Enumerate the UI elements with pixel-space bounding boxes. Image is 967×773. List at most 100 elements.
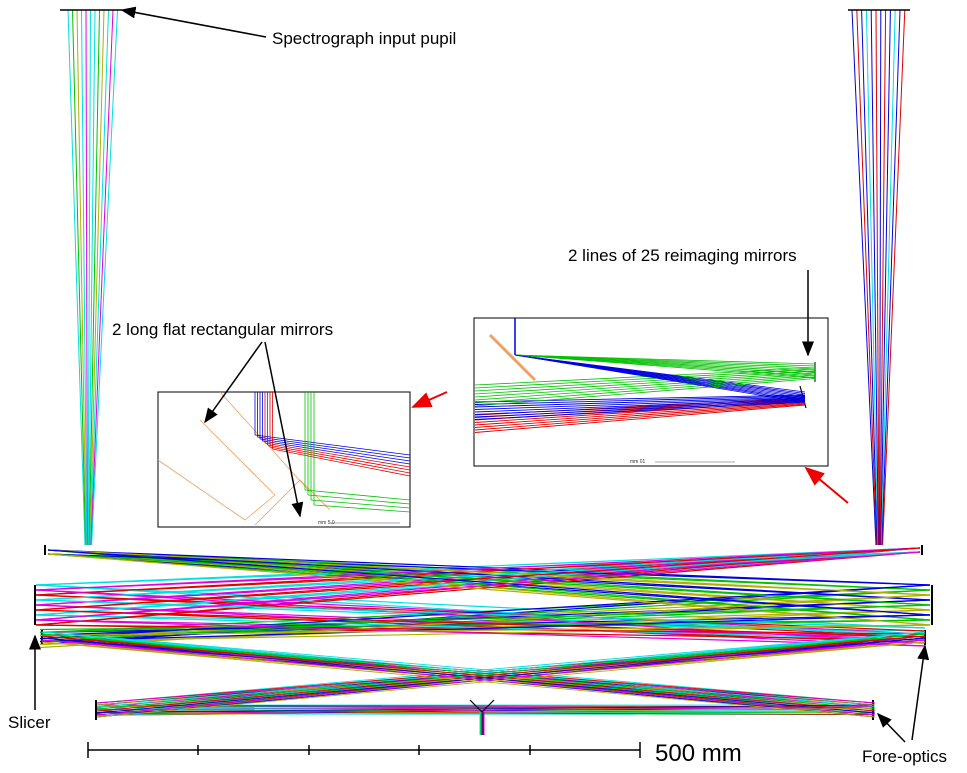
ray	[96, 707, 873, 716]
ray	[47, 553, 931, 626]
ray	[35, 589, 926, 644]
ray	[89, 9, 105, 546]
ray	[35, 547, 921, 591]
ray	[35, 551, 921, 621]
ray	[879, 9, 887, 546]
ray	[481, 699, 495, 713]
ray	[35, 599, 926, 629]
ray	[47, 553, 931, 586]
ray	[244, 494, 276, 521]
ray	[41, 635, 876, 712]
ray-trace	[34, 9, 933, 735]
ray	[474, 394, 806, 403]
inset-left: mm 5.0	[157, 391, 411, 528]
ray	[865, 9, 879, 546]
ray	[257, 436, 411, 459]
ray	[89, 9, 109, 546]
ray	[488, 333, 537, 382]
ray	[39, 604, 931, 634]
ray	[39, 614, 931, 643]
ray	[47, 549, 931, 616]
inset-scale: mm 5.0	[318, 520, 335, 526]
arrow	[264, 341, 304, 518]
label: Fore-optics	[862, 747, 947, 766]
ray	[474, 376, 816, 404]
ray	[307, 494, 411, 505]
ray	[81, 9, 88, 546]
ray	[474, 373, 816, 398]
ray	[856, 9, 878, 546]
ray	[96, 631, 926, 704]
ray	[35, 619, 926, 647]
ray	[474, 375, 816, 401]
ray	[35, 609, 926, 644]
arrow	[876, 712, 906, 743]
ray	[474, 378, 816, 407]
ray	[474, 402, 806, 428]
ray	[310, 499, 411, 509]
ray	[76, 9, 87, 546]
ray	[474, 400, 806, 418]
ray	[96, 639, 926, 716]
ray	[267, 444, 411, 471]
ray	[880, 9, 891, 546]
ray	[96, 635, 926, 712]
ray	[474, 401, 806, 426]
ray	[474, 404, 806, 433]
ray	[474, 370, 816, 392]
ray	[304, 489, 411, 501]
label: 2 lines of 25 reimaging mirrors	[568, 246, 797, 265]
ray	[254, 479, 301, 526]
ray	[875, 9, 880, 546]
label: Spectrograph input pupil	[272, 29, 456, 48]
ray	[88, 9, 96, 546]
ray	[157, 459, 246, 521]
ray	[474, 397, 806, 410]
ray	[474, 401, 806, 420]
label: 2 long flat rectangular mirrors	[112, 320, 333, 339]
ray	[85, 9, 88, 546]
ray	[41, 631, 876, 704]
ray	[96, 631, 926, 708]
scale-label: 500 mm	[655, 740, 742, 767]
ray	[474, 372, 816, 395]
ray	[96, 709, 873, 714]
ray	[87, 9, 91, 546]
ray	[35, 594, 926, 632]
ray	[474, 399, 806, 415]
ray	[880, 9, 896, 546]
arrow	[204, 341, 263, 424]
ray	[41, 633, 876, 710]
ray	[67, 9, 86, 546]
ray	[41, 637, 876, 714]
ray	[474, 369, 816, 389]
ray	[269, 446, 411, 474]
ray	[474, 398, 806, 413]
ray	[96, 633, 926, 710]
ray	[474, 395, 806, 405]
ray	[199, 419, 276, 496]
label: Slicer	[8, 713, 51, 732]
scale-bar	[87, 742, 641, 758]
ray	[474, 403, 806, 431]
ray	[254, 434, 411, 456]
ray	[851, 9, 877, 546]
ray	[264, 442, 411, 468]
ray	[35, 551, 921, 601]
ray	[39, 589, 931, 643]
ray	[47, 549, 931, 596]
ray	[882, 9, 906, 546]
arrow	[911, 644, 930, 741]
ray	[469, 699, 483, 713]
inset-right: mm 01	[473, 317, 829, 467]
ray	[861, 9, 878, 546]
ray	[72, 9, 87, 546]
ray	[881, 9, 901, 546]
ray	[41, 631, 876, 708]
ray	[35, 547, 921, 611]
ray	[514, 354, 816, 379]
ray	[35, 609, 926, 638]
ray	[870, 9, 879, 546]
ray	[514, 354, 806, 403]
ray	[47, 553, 931, 606]
